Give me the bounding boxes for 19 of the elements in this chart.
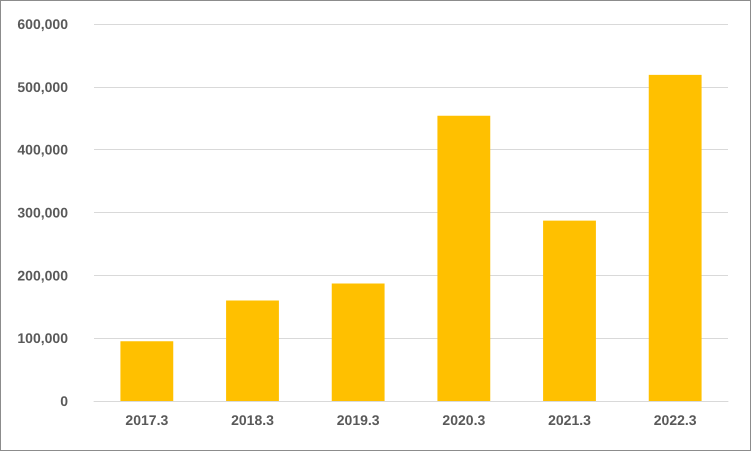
bar	[543, 220, 596, 401]
y-tick-label: 200,000	[17, 267, 68, 284]
bar	[648, 74, 702, 401]
x-tick-label: 2018.3	[231, 412, 274, 428]
bar	[226, 300, 279, 401]
y-tick-label: 0	[60, 393, 68, 409]
bar	[332, 284, 385, 401]
y-tick-label: 400,000	[17, 142, 68, 158]
x-tick-label: 2022.3	[654, 412, 697, 428]
bar	[120, 341, 174, 401]
x-tick-label: 2019.3	[336, 412, 380, 428]
y-tick-label: 100,000	[17, 330, 68, 346]
y-tick-label: 300,000	[17, 204, 68, 220]
x-tick-label: 2020.3	[442, 412, 486, 428]
x-tick-label: 2017.3	[125, 412, 168, 428]
y-tick-label: 500,000	[17, 78, 68, 95]
bar	[437, 116, 490, 401]
y-tick-label: 600,000	[17, 16, 68, 32]
x-tick-label: 2021.3	[548, 412, 592, 428]
